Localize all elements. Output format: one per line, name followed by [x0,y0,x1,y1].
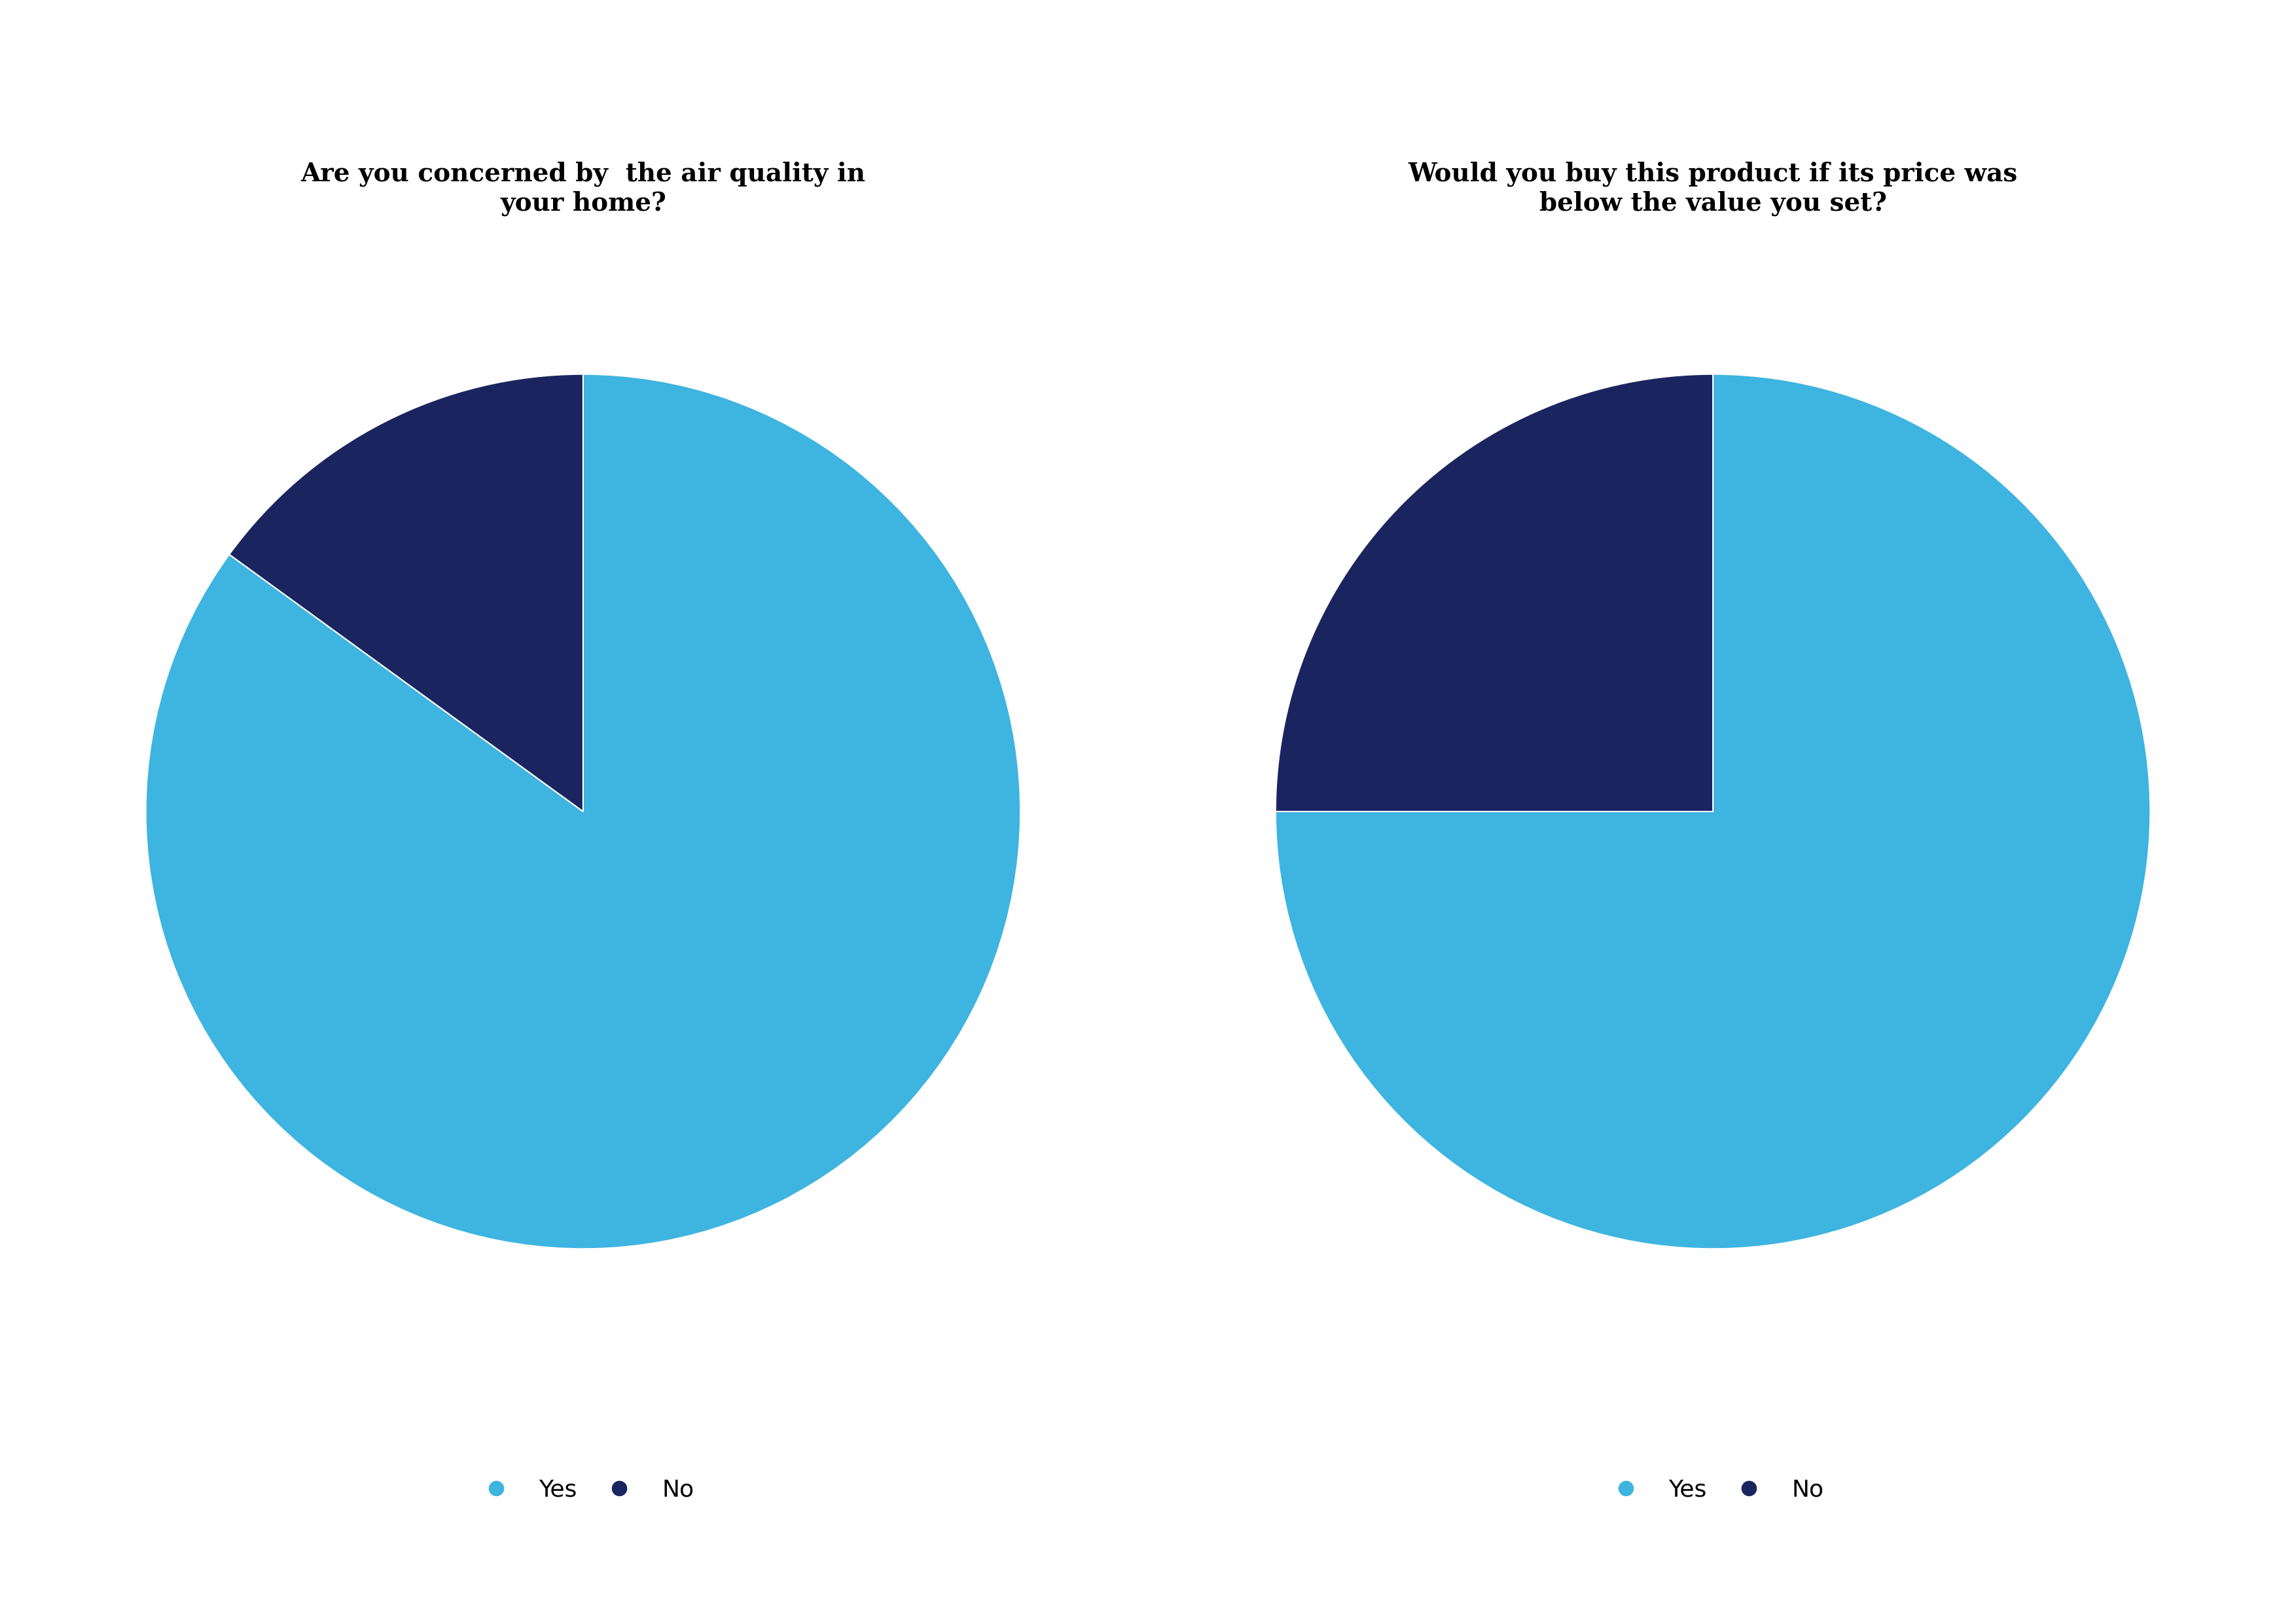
Wedge shape [1277,375,2151,1248]
Wedge shape [145,375,1019,1248]
Title: Are you concerned by  the air quality in
your home?: Are you concerned by the air quality in … [301,162,866,216]
Legend: Yes, No: Yes, No [464,1469,703,1511]
Wedge shape [230,375,583,812]
Wedge shape [1277,375,1713,812]
Legend: Yes, No: Yes, No [1593,1469,1832,1511]
Title: Would you buy this product if its price was
below the value you set?: Would you buy this product if its price … [1407,162,2018,216]
